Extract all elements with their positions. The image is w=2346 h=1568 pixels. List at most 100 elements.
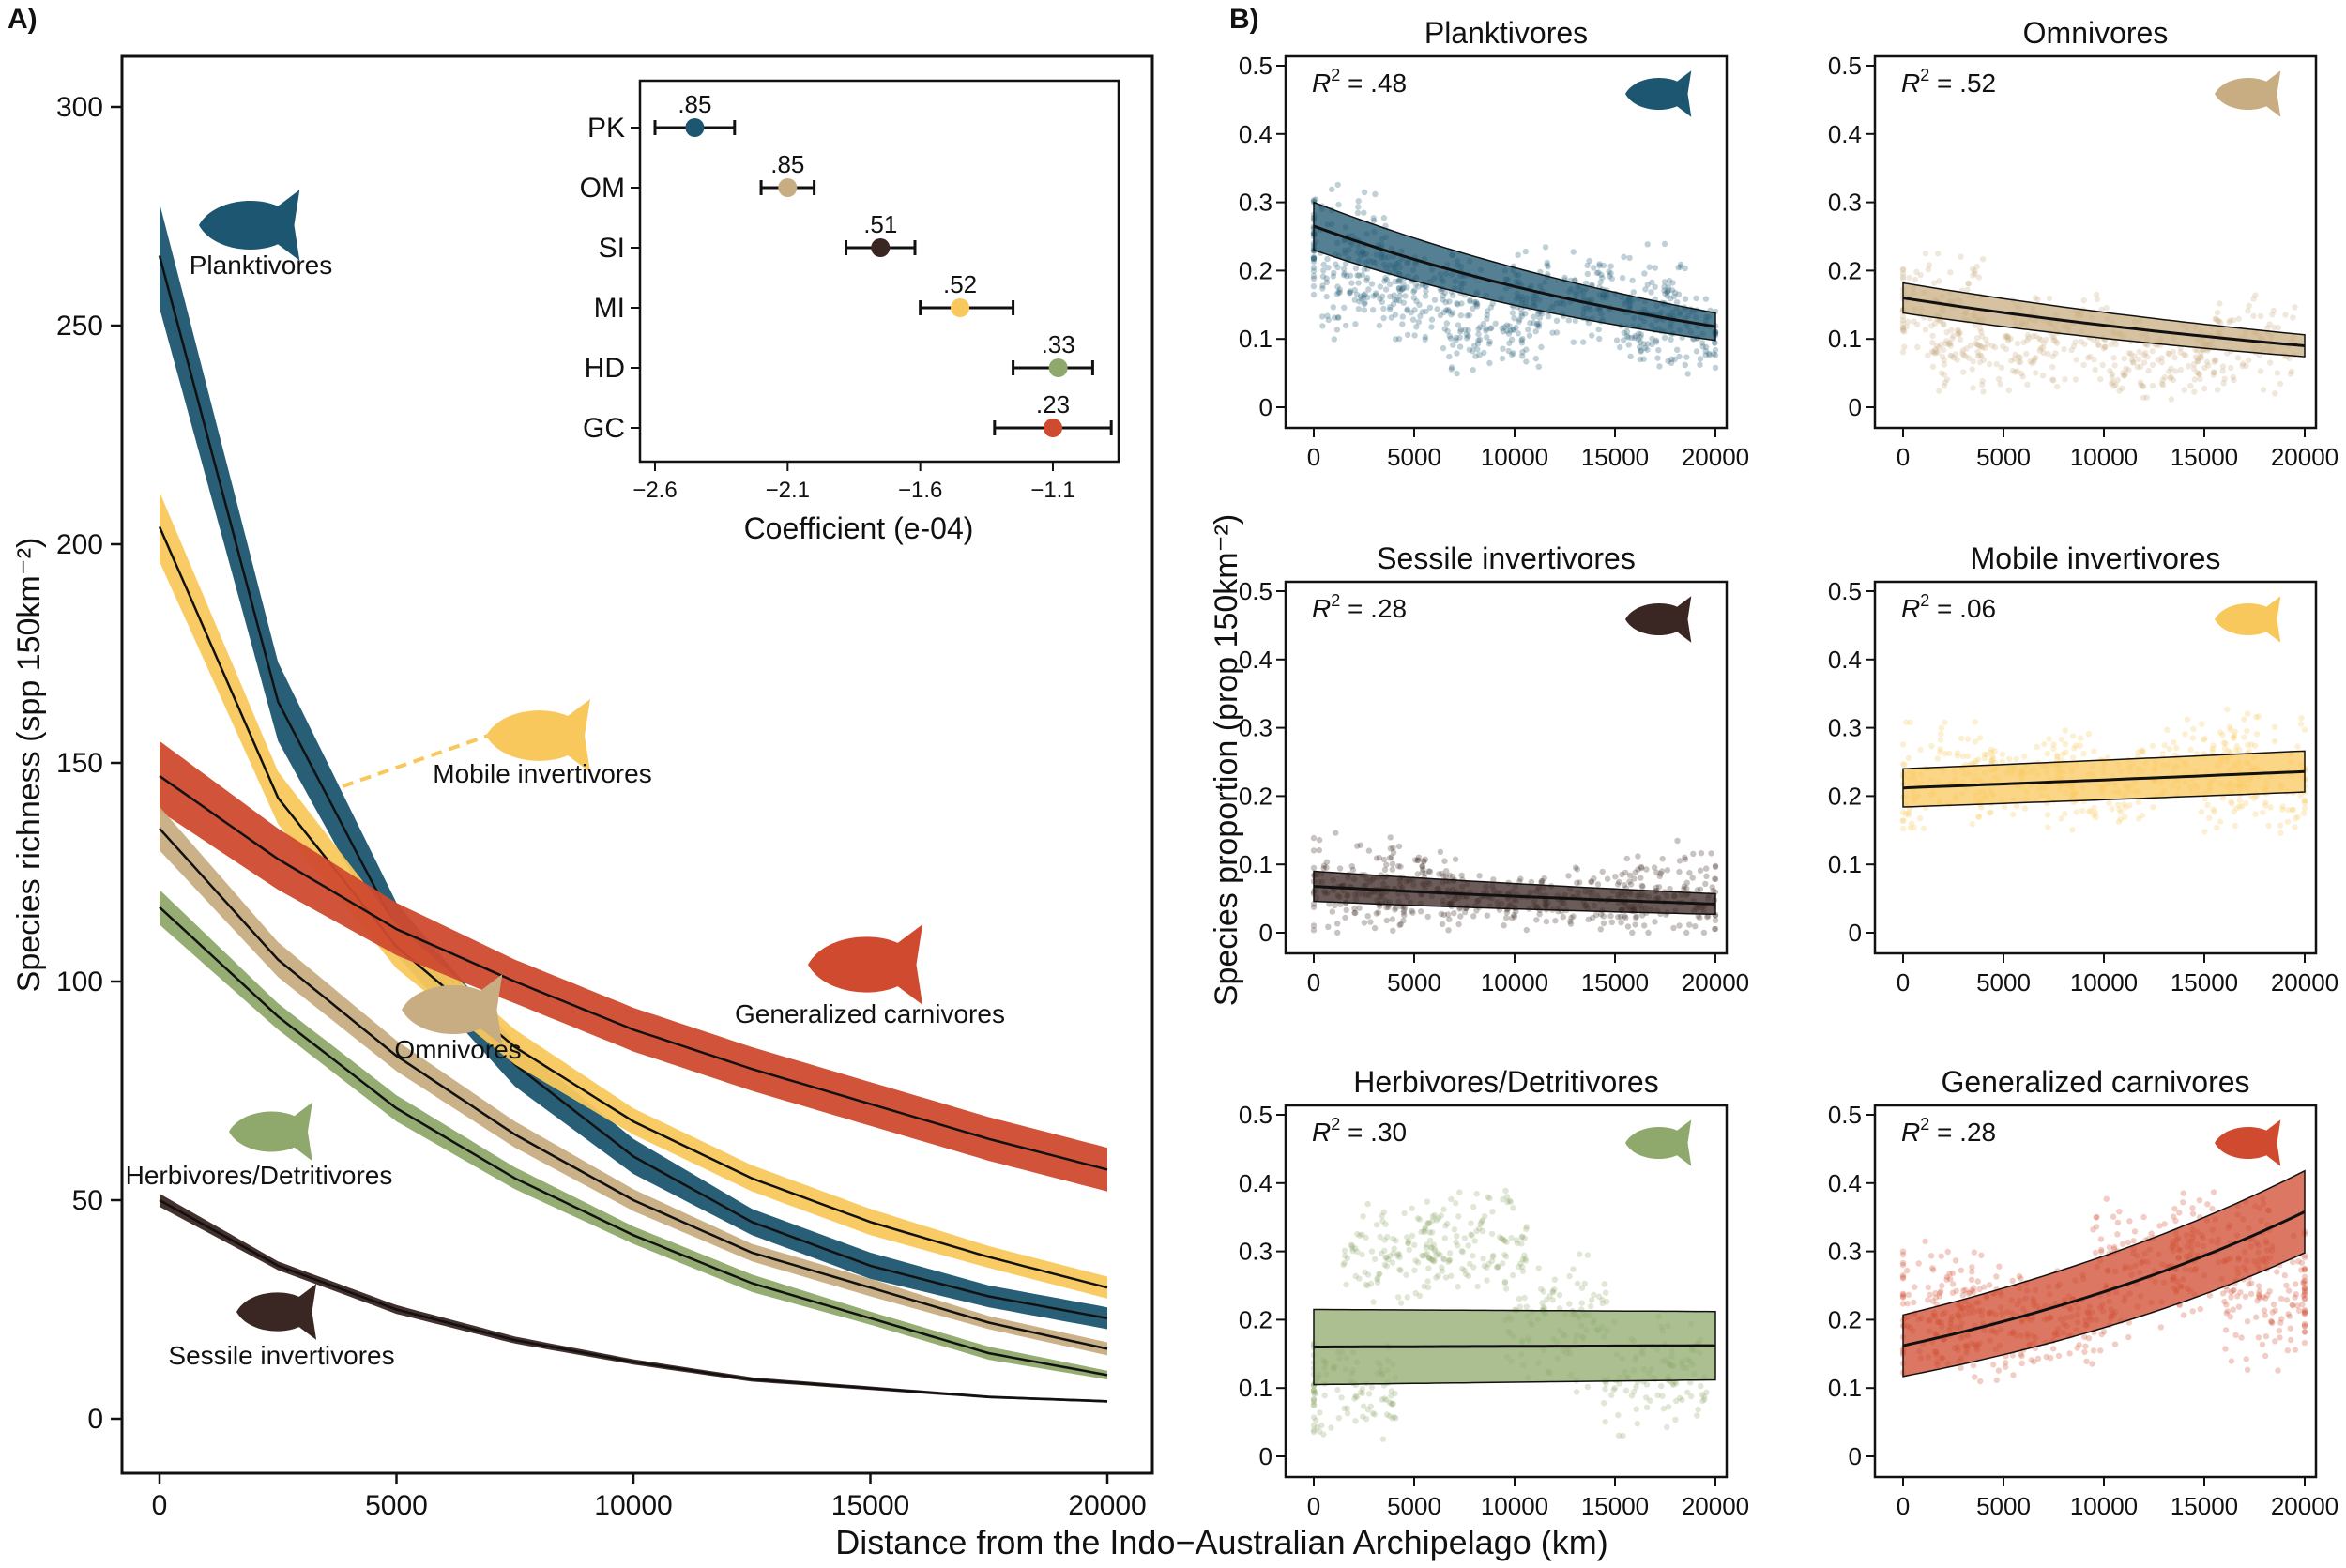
data-point bbox=[1981, 751, 1988, 757]
data-point bbox=[1475, 337, 1482, 343]
data-point bbox=[1510, 350, 1516, 357]
data-point bbox=[1623, 333, 1631, 340]
data-point bbox=[2122, 371, 2128, 377]
data-point bbox=[1387, 306, 1394, 312]
data-point bbox=[1640, 341, 1647, 347]
data-point bbox=[1489, 1254, 1497, 1260]
data-point bbox=[1939, 1282, 1945, 1289]
data-point bbox=[1899, 1291, 1907, 1298]
data-point bbox=[2125, 350, 2133, 357]
data-point bbox=[1604, 1299, 1610, 1305]
data-point bbox=[1499, 355, 1506, 362]
data-point bbox=[1330, 273, 1337, 280]
data-point bbox=[1585, 916, 1592, 922]
data-point bbox=[2002, 803, 2008, 810]
data-point bbox=[1448, 366, 1455, 373]
data-point bbox=[1410, 295, 1418, 301]
data-point bbox=[1377, 283, 1384, 290]
data-point bbox=[2108, 341, 2114, 348]
data-point bbox=[1481, 349, 1487, 357]
data-point bbox=[1965, 1290, 1972, 1297]
data-point bbox=[2021, 754, 2028, 760]
data-point bbox=[2037, 336, 2044, 343]
data-point bbox=[1599, 1300, 1606, 1307]
data-point bbox=[1384, 1256, 1392, 1263]
data-point bbox=[1400, 284, 1408, 291]
y-tick-label: 250 bbox=[56, 311, 103, 342]
data-point bbox=[1310, 1428, 1318, 1436]
data-point bbox=[1988, 343, 1996, 349]
data-point bbox=[2181, 351, 2187, 358]
data-point bbox=[1641, 922, 1648, 929]
data-point bbox=[1699, 1392, 1706, 1398]
data-point bbox=[1310, 834, 1318, 842]
r2-label-omnivores: R2 = .52 bbox=[1901, 66, 1996, 98]
data-point bbox=[1408, 310, 1415, 316]
data-point bbox=[1310, 275, 1318, 282]
data-point bbox=[2180, 1190, 2186, 1196]
y-tick-label: 100 bbox=[56, 967, 103, 997]
data-point bbox=[1578, 1285, 1586, 1291]
data-point bbox=[1364, 1282, 1371, 1289]
data-point bbox=[2183, 352, 2189, 358]
data-point bbox=[1446, 333, 1454, 340]
data-point bbox=[1349, 1245, 1356, 1252]
inset-value-label-GC: .23 bbox=[1036, 390, 1070, 419]
data-point bbox=[1642, 344, 1649, 352]
data-point bbox=[1975, 814, 1982, 820]
data-point bbox=[1553, 317, 1561, 324]
planktivore-fish-icon-body bbox=[199, 190, 300, 261]
data-point bbox=[1451, 910, 1457, 917]
data-point bbox=[1391, 296, 1398, 303]
inset-value-label-HD: .33 bbox=[1042, 330, 1075, 358]
data-point bbox=[1546, 1293, 1553, 1300]
data-point bbox=[1453, 337, 1459, 343]
data-point bbox=[2221, 375, 2228, 382]
data-point bbox=[1492, 320, 1499, 327]
x-tick-label: 5000 bbox=[1976, 1492, 2031, 1520]
data-point bbox=[1937, 746, 1943, 753]
data-point bbox=[1574, 1280, 1581, 1287]
data-point bbox=[1712, 340, 1718, 346]
data-point bbox=[1949, 335, 1956, 342]
data-point bbox=[1323, 279, 1331, 285]
data-point bbox=[1627, 881, 1635, 888]
data-point bbox=[2231, 808, 2237, 815]
data-point bbox=[1319, 323, 1326, 329]
data-point bbox=[1387, 1253, 1394, 1259]
data-point bbox=[1399, 313, 1407, 320]
data-point bbox=[1619, 274, 1626, 282]
data-point bbox=[1334, 929, 1341, 936]
data-point bbox=[1346, 289, 1353, 297]
data-point bbox=[1972, 738, 1979, 745]
data-point bbox=[1369, 307, 1377, 313]
data-point bbox=[2112, 382, 2119, 388]
data-point bbox=[1391, 1413, 1397, 1421]
data-point bbox=[1596, 1293, 1603, 1300]
data-point bbox=[2253, 713, 2260, 721]
data-point bbox=[1377, 1271, 1383, 1277]
data-point bbox=[2227, 726, 2234, 733]
data-point bbox=[2058, 815, 2064, 822]
data-point bbox=[2029, 360, 2035, 367]
omnivores-subplot-fish-icon-body bbox=[2215, 70, 2281, 117]
data-point bbox=[1422, 870, 1428, 876]
data-point bbox=[1958, 1364, 1964, 1372]
data-point bbox=[2081, 1333, 2088, 1340]
data-point bbox=[1500, 345, 1506, 352]
data-point bbox=[2054, 752, 2061, 758]
data-point bbox=[2206, 814, 2213, 821]
data-point bbox=[1519, 335, 1526, 343]
data-point bbox=[2077, 742, 2083, 749]
data-point bbox=[2246, 748, 2252, 754]
data-point bbox=[1603, 1380, 1609, 1387]
data-point bbox=[2127, 351, 2134, 358]
data-point bbox=[2246, 302, 2252, 310]
data-point bbox=[1511, 327, 1517, 333]
data-point bbox=[2120, 372, 2127, 379]
data-point bbox=[2039, 344, 2047, 351]
data-point bbox=[1440, 1256, 1447, 1262]
data-point bbox=[2033, 354, 2039, 361]
data-point bbox=[1508, 915, 1516, 921]
data-point bbox=[1589, 332, 1595, 339]
